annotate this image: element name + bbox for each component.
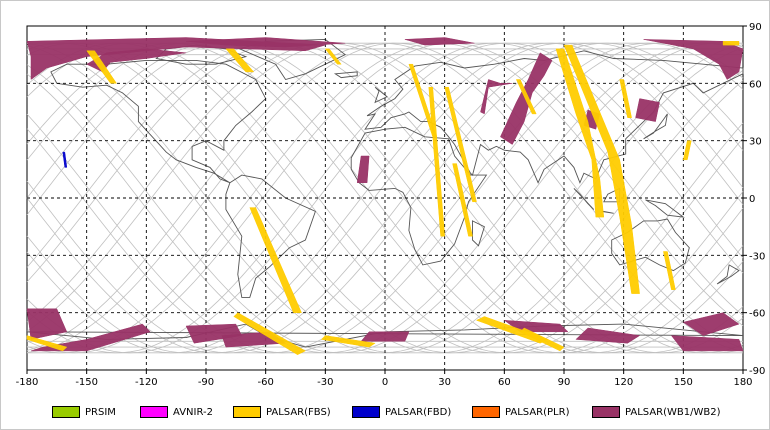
coverage-swath bbox=[428, 86, 445, 237]
y-tick-label: -30 bbox=[749, 251, 765, 262]
observation-swaths bbox=[26, 37, 744, 355]
legend-item-prsim: PRSIM bbox=[52, 404, 116, 420]
coastline bbox=[225, 174, 316, 298]
coverage-swath bbox=[682, 312, 740, 336]
coverage-swath bbox=[30, 323, 151, 352]
x-tick-label: 180 bbox=[733, 377, 752, 388]
coastline bbox=[716, 264, 740, 285]
x-tick-label: -120 bbox=[135, 377, 158, 388]
coverage-swath bbox=[356, 155, 370, 183]
coverage-swath bbox=[635, 98, 660, 122]
legend-label-palsar-plr: PALSAR(PLR) bbox=[505, 406, 570, 418]
legend-swatch-avnir2 bbox=[140, 406, 168, 418]
legend-swatch-palsar-fbs bbox=[233, 406, 261, 418]
x-tick-label: -180 bbox=[16, 377, 39, 388]
x-tick-label: 120 bbox=[614, 377, 633, 388]
y-tick-label: -90 bbox=[749, 366, 765, 377]
legend-item-palsar-fbd: PALSAR(FBD) bbox=[352, 404, 451, 420]
coverage-swath bbox=[62, 151, 68, 168]
coverage-swath bbox=[320, 335, 376, 348]
coastline bbox=[350, 126, 488, 266]
orbit-track bbox=[26, 42, 744, 354]
legend: PRSIM AVNIR-2 PALSAR(FBS) PALSAR(FBD) PA… bbox=[0, 402, 770, 424]
coverage-swath bbox=[722, 41, 740, 46]
coverage-swath bbox=[480, 79, 513, 115]
coverage-swath bbox=[555, 48, 605, 218]
legend-item-palsar-plr: PALSAR(PLR) bbox=[472, 404, 569, 420]
coverage-swath bbox=[86, 48, 187, 73]
legend-label-avnir2: AVNIR-2 bbox=[173, 406, 213, 418]
legend-swatch-palsar-fbd bbox=[352, 406, 380, 418]
legend-label-palsar-fbs: PALSAR(FBS) bbox=[266, 406, 331, 418]
coastline bbox=[645, 199, 685, 218]
coastline bbox=[573, 188, 595, 210]
x-tick-label: 0 bbox=[382, 377, 388, 388]
y-tick-label: -60 bbox=[749, 309, 765, 320]
y-tick-label: 90 bbox=[749, 22, 762, 33]
x-tick-label: 90 bbox=[558, 377, 571, 388]
coverage-swath bbox=[26, 308, 68, 340]
coverage-swath bbox=[86, 50, 117, 84]
coastline bbox=[333, 71, 358, 79]
coverage-swath bbox=[452, 163, 473, 237]
y-tick-label: 0 bbox=[749, 194, 755, 205]
legend-swatch-palsar-wb bbox=[592, 406, 620, 418]
coverage-swath bbox=[563, 44, 640, 294]
coastline bbox=[643, 113, 668, 140]
x-tick-label: 60 bbox=[498, 377, 511, 388]
orbit-track bbox=[26, 42, 744, 354]
coverage-swath bbox=[404, 37, 475, 46]
coastline bbox=[472, 220, 485, 247]
coverage-swath bbox=[233, 312, 306, 355]
coverage-swath bbox=[444, 86, 477, 203]
coverage-swath bbox=[619, 79, 632, 118]
coverage-swath bbox=[682, 140, 692, 161]
coverage-swath bbox=[575, 327, 641, 344]
coverage-swath bbox=[26, 335, 68, 352]
legend-label-prsim: PRSIM bbox=[85, 406, 116, 418]
legend-label-palsar-fbd: PALSAR(FBD) bbox=[385, 406, 452, 418]
y-axis-ticks: 90 60 30 0 -30 -60 -90 bbox=[743, 22, 765, 377]
legend-swatch-prsim bbox=[52, 406, 80, 418]
x-tick-label: -150 bbox=[75, 377, 98, 388]
y-tick-label: 60 bbox=[749, 79, 762, 90]
coverage-swath bbox=[515, 79, 537, 115]
y-tick-label: 30 bbox=[749, 137, 762, 148]
legend-item-palsar-wb: PALSAR(WB1/WB2) bbox=[592, 404, 721, 420]
coverage-map: -180 -150 -120 -90 -60 -30 0 30 60 90 120 150 180 90… bbox=[16, 22, 766, 388]
coverage-swath bbox=[186, 37, 346, 48]
x-tick-label: -60 bbox=[257, 377, 273, 388]
legend-item-palsar-fbs: PALSAR(FBS) bbox=[233, 404, 331, 420]
x-tick-label: -90 bbox=[198, 377, 214, 388]
orbit-track bbox=[26, 42, 744, 354]
x-tick-label: 30 bbox=[438, 377, 451, 388]
coverage-swath bbox=[249, 207, 302, 313]
x-tick-label: -30 bbox=[317, 377, 333, 388]
x-axis-ticks: -180 -150 -120 -90 -60 -30 0 30 60 90 120 150 180 bbox=[16, 370, 753, 388]
legend-swatch-palsar-plr bbox=[472, 406, 500, 418]
coverage-swath bbox=[225, 48, 255, 73]
x-tick-label: 150 bbox=[674, 377, 693, 388]
coverage-swath bbox=[360, 331, 410, 342]
coverage-swath bbox=[663, 251, 676, 290]
legend-label-palsar-wb: PALSAR(WB1/WB2) bbox=[625, 406, 721, 418]
coastline bbox=[364, 50, 744, 184]
coastline bbox=[374, 86, 388, 104]
coverage-swath bbox=[670, 335, 744, 352]
legend-item-avnir2: AVNIR-2 bbox=[140, 404, 213, 420]
orbit-track bbox=[26, 42, 744, 354]
coverage-swath bbox=[519, 327, 565, 352]
coverage-swath bbox=[324, 48, 342, 65]
coastline bbox=[50, 59, 267, 184]
